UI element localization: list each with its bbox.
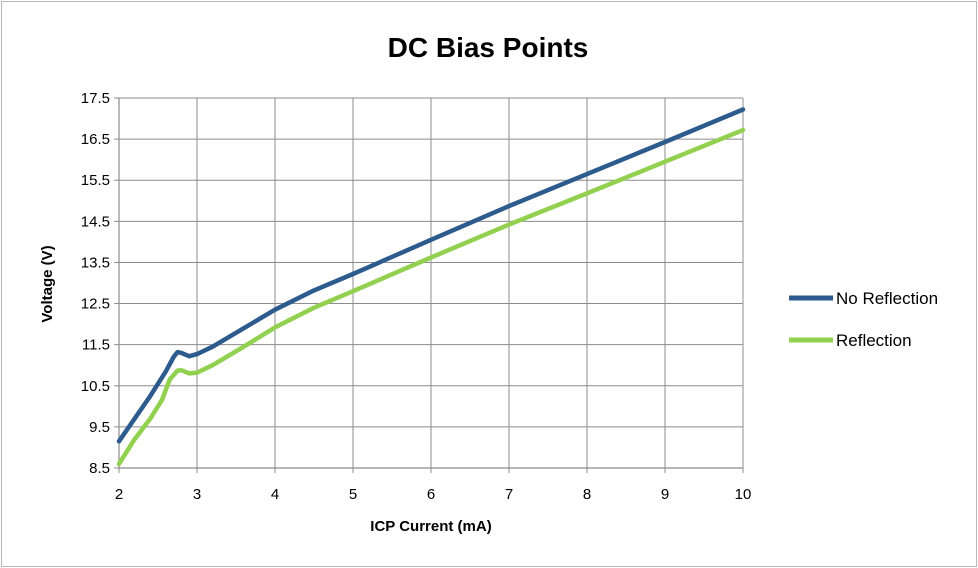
y-tick-label: 12.5	[81, 296, 110, 313]
y-tick-label: 17.5	[81, 90, 110, 107]
grid-lines	[119, 97, 744, 468]
series-lines	[116, 107, 746, 467]
x-tick-label: 5	[349, 486, 357, 503]
y-tick-label: 9.5	[89, 419, 110, 436]
x-axis-title: ICP Current (mA)	[370, 518, 491, 535]
series-line-no-reflection	[116, 107, 746, 444]
y-tick-label: 14.5	[81, 213, 110, 230]
y-tick-label: 8.5	[89, 460, 110, 477]
series-line-reflection	[116, 127, 746, 467]
legend: No Reflection Reflection	[789, 289, 938, 350]
y-tick-label: 13.5	[81, 254, 110, 271]
axes	[114, 97, 744, 473]
x-tick-label: 3	[193, 486, 201, 503]
x-tick-labels: 2 3 4 5 6 7 8 9 10	[115, 486, 752, 503]
legend-label-reflection: Reflection	[836, 331, 912, 350]
x-tick-label: 6	[427, 486, 435, 503]
y-tick-labels: 8.5 9.5 10.5 11.5 12.5 13.5 14.5 15.5 16.5 17.5	[81, 90, 110, 477]
x-tick-label: 2	[115, 486, 123, 503]
chart-title: DC Bias Points	[388, 32, 589, 63]
y-tick-label: 15.5	[81, 172, 110, 189]
y-tick-label: 11.5	[82, 337, 110, 354]
y-tick-label: 10.5	[81, 378, 110, 395]
x-tick-label: 10	[735, 486, 752, 503]
x-tick-label: 9	[661, 486, 669, 503]
legend-label-no-reflection: No Reflection	[836, 289, 938, 308]
y-tick-label: 16.5	[81, 131, 110, 148]
x-tick-label: 4	[271, 486, 279, 503]
y-axis-title: Voltage (V)	[39, 245, 56, 322]
x-tick-label: 7	[505, 486, 513, 503]
x-tick-label: 8	[583, 486, 591, 503]
